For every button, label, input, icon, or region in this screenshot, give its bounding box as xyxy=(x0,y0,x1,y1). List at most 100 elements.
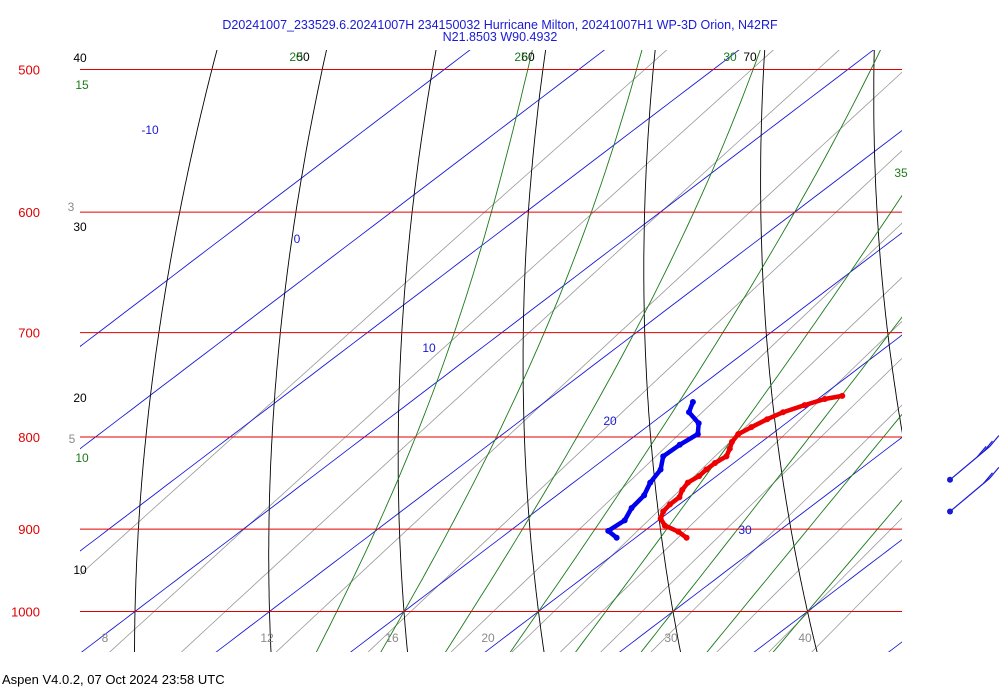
temperature-profile-point xyxy=(780,409,787,416)
mixing-ratio-line xyxy=(811,559,902,652)
dewpoint-profile-point xyxy=(685,409,692,416)
dry-adiabat-label: 60 xyxy=(521,50,535,64)
moist-adiabat-line xyxy=(772,499,902,652)
moist-adiabat-label: 35 xyxy=(894,166,908,180)
temperature-profile-point xyxy=(660,508,667,515)
isotherm-label: 10 xyxy=(422,341,436,355)
dewpoint-profile-point xyxy=(676,441,683,448)
dry-adiabat-lines xyxy=(134,0,1000,672)
dry-adiabat-label: 50 xyxy=(296,50,310,64)
moist-adiabat-label: 20 xyxy=(289,50,303,64)
sounding-profiles xyxy=(605,392,846,541)
pressure-tick-label: 500 xyxy=(18,63,40,78)
dewpoint-profile-point xyxy=(641,492,648,499)
temperature-profile-point xyxy=(764,416,771,423)
temperature-profile-point xyxy=(666,501,673,508)
isotherm-label: 20 xyxy=(603,414,617,428)
isotherm-line xyxy=(81,50,875,652)
moist-adiabat-line xyxy=(509,50,881,652)
axis-labels: 500 600 700 800 900 1000 -10 0 10 20 30 10 20 30 40 50 6… xyxy=(11,50,908,645)
moist-adiabat-label: 15 xyxy=(75,78,89,92)
pressure-tick-label: 600 xyxy=(18,205,40,220)
dewpoint-profile-point xyxy=(657,466,664,473)
temperature-profile-point xyxy=(748,424,755,431)
dewpoint-profile-point xyxy=(613,534,620,541)
pressure-tick-label: 1000 xyxy=(11,605,40,620)
moist-adiabat-line xyxy=(444,50,761,652)
pressure-tick-label: 900 xyxy=(18,522,40,537)
mixing-ratio-line xyxy=(80,50,668,576)
isobar-lines xyxy=(80,69,902,612)
mixing-ratio-line xyxy=(367,150,902,652)
wind-barb-flag xyxy=(989,467,1000,479)
moist-adiabat-label: 10 xyxy=(75,451,89,465)
wind-barb-station xyxy=(947,508,953,515)
wind-barb xyxy=(947,435,1000,483)
mixing-ratio-line xyxy=(600,357,902,652)
dry-adiabat-line xyxy=(873,50,902,434)
wind-barbs xyxy=(947,435,1000,515)
temperature-profile-point xyxy=(696,473,703,480)
dry-adiabat-line xyxy=(268,50,327,652)
isotherm-line xyxy=(350,232,902,652)
moist-adiabat-lines xyxy=(315,50,902,652)
mixing-ratio-line xyxy=(716,467,902,652)
isotherm-line xyxy=(80,50,471,348)
mixing-ratio-line xyxy=(511,277,902,652)
dewpoint-profile-point xyxy=(660,453,667,460)
mixing-ratio-label: 5 xyxy=(69,432,76,446)
isotherm-line xyxy=(484,334,902,652)
temperature-profile-line xyxy=(658,393,845,541)
dry-adiabat-label: 20 xyxy=(73,391,87,405)
dry-adiabat-line xyxy=(397,50,437,652)
temperature-profile-point xyxy=(661,522,668,529)
dry-adiabat-label: 70 xyxy=(743,50,757,64)
title-line-2: N21.8503 W90.4932 xyxy=(442,30,558,44)
dewpoint-profile-point xyxy=(605,527,612,534)
isotherm-lines xyxy=(80,50,902,652)
dry-adiabat-line xyxy=(134,50,218,652)
temperature-profile-point xyxy=(821,395,828,402)
dewpoint-profile-point xyxy=(647,479,654,486)
mixing-ratio-line xyxy=(450,222,902,652)
moist-adiabat-line xyxy=(575,194,902,652)
dry-adiabat-label: 10 xyxy=(73,563,87,577)
temperature-profile-point xyxy=(735,431,742,438)
wind-barb xyxy=(947,467,1000,515)
mixing-ratio-label: 20 xyxy=(481,631,495,645)
mixing-ratio-line xyxy=(768,517,902,652)
dewpoint-profile-point xyxy=(621,517,628,524)
moist-adiabat-label: 30 xyxy=(723,50,737,64)
moist-adiabat-line xyxy=(380,50,643,652)
title-line-1: D20241007_233529.6.20241007H 234150032 H… xyxy=(222,18,778,32)
mixing-ratio-label: 16 xyxy=(385,631,399,645)
isotherm-line xyxy=(80,50,606,450)
dry-adiabat-line xyxy=(522,50,547,652)
mixing-ratio-line xyxy=(650,404,902,652)
temperature-profile-point xyxy=(679,486,686,493)
moist-adiabat-line xyxy=(315,50,533,652)
dewpoint-profile-point xyxy=(628,504,635,511)
dry-adiabat-line xyxy=(983,0,1000,672)
temperature-profile-point xyxy=(711,459,718,466)
wind-barb-flag xyxy=(976,445,987,458)
mixing-ratio-label: 3 xyxy=(68,200,75,214)
dewpoint-profile-point xyxy=(695,420,702,427)
mixing-ratio-line xyxy=(109,50,774,652)
moist-adiabat-line xyxy=(640,316,902,652)
isotherm-label: -10 xyxy=(141,123,159,137)
mixing-ratio-label: 40 xyxy=(798,631,812,645)
temperature-profile-point xyxy=(703,466,710,473)
wind-barb-flag xyxy=(983,440,993,453)
temperature-profile-point xyxy=(723,453,730,460)
isotherm-line xyxy=(80,50,740,552)
dry-adiabat-label: 30 xyxy=(73,220,87,234)
pressure-tick-label: 800 xyxy=(18,430,40,445)
moist-adiabat-line xyxy=(706,413,902,652)
pressure-tick-label: 700 xyxy=(18,326,40,341)
isotherm-line xyxy=(753,539,902,652)
temperature-profile-point xyxy=(676,494,683,501)
wind-barb-station xyxy=(947,476,953,483)
temperature-profile-point xyxy=(657,515,664,522)
temperature-profile-point xyxy=(684,479,691,486)
